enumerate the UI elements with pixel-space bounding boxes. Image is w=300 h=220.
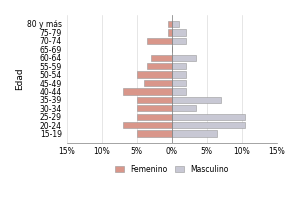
Bar xyxy=(172,130,217,137)
Bar xyxy=(123,122,172,128)
Bar xyxy=(172,97,220,103)
Bar xyxy=(168,29,172,36)
Bar xyxy=(168,21,172,27)
Bar xyxy=(172,105,196,112)
Bar xyxy=(136,72,172,78)
Bar xyxy=(172,122,245,128)
Bar xyxy=(136,114,172,120)
Bar xyxy=(136,130,172,137)
Bar xyxy=(136,105,172,112)
Legend: Femenino, Masculino: Femenino, Masculino xyxy=(112,162,232,177)
Bar xyxy=(136,97,172,103)
Bar xyxy=(172,114,245,120)
Bar xyxy=(172,63,186,69)
Bar xyxy=(172,21,178,27)
Y-axis label: Edad: Edad xyxy=(15,68,24,90)
Bar xyxy=(123,88,172,95)
Bar xyxy=(172,72,186,78)
Bar xyxy=(147,63,172,69)
Bar xyxy=(172,88,186,95)
Bar xyxy=(172,29,186,36)
Bar xyxy=(147,38,172,44)
Bar xyxy=(172,80,186,86)
Bar xyxy=(172,38,186,44)
Bar xyxy=(172,55,196,61)
Bar xyxy=(144,80,172,86)
Bar xyxy=(151,55,172,61)
